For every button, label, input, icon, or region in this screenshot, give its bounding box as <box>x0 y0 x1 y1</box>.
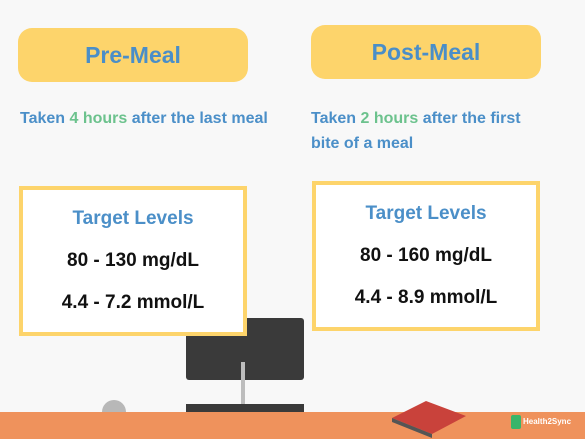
box-heading: Target Levels <box>365 203 487 224</box>
target-value: 4.4 - 7.2 mmol/L <box>61 292 205 313</box>
target-box: Target Levels 80 - 130 mg/dL 4.4 - 7.2 m… <box>19 186 247 336</box>
text: Taken <box>20 110 66 127</box>
text: Taken <box>311 110 357 127</box>
highlight: 4 hours <box>69 110 128 127</box>
panel-title: Post-Meal <box>311 25 541 79</box>
monitor-stand <box>241 362 245 408</box>
target-value: 80 - 130 mg/dL <box>67 250 199 271</box>
keyboard <box>186 404 304 412</box>
box-heading: Target Levels <box>72 208 194 229</box>
desk <box>0 412 585 439</box>
description: Taken 4 hours after the last meal <box>20 106 270 131</box>
tray <box>392 401 466 434</box>
target-value: 80 - 160 mg/dL <box>360 245 492 266</box>
logo-icon <box>511 415 521 429</box>
target-box: Target Levels 80 - 160 mg/dL 4.4 - 8.9 m… <box>312 181 540 331</box>
panel-title: Pre-Meal <box>18 28 248 82</box>
text: after the first bite of a meal <box>311 110 521 152</box>
description: Taken 2 hours after the first bite of a … <box>311 106 526 156</box>
logo: Health2Sync <box>523 417 572 426</box>
text: after the last meal <box>131 110 268 127</box>
tray-edge <box>392 418 432 438</box>
target-value: 4.4 - 8.9 mmol/L <box>354 287 498 308</box>
highlight: 2 hours <box>360 110 419 127</box>
